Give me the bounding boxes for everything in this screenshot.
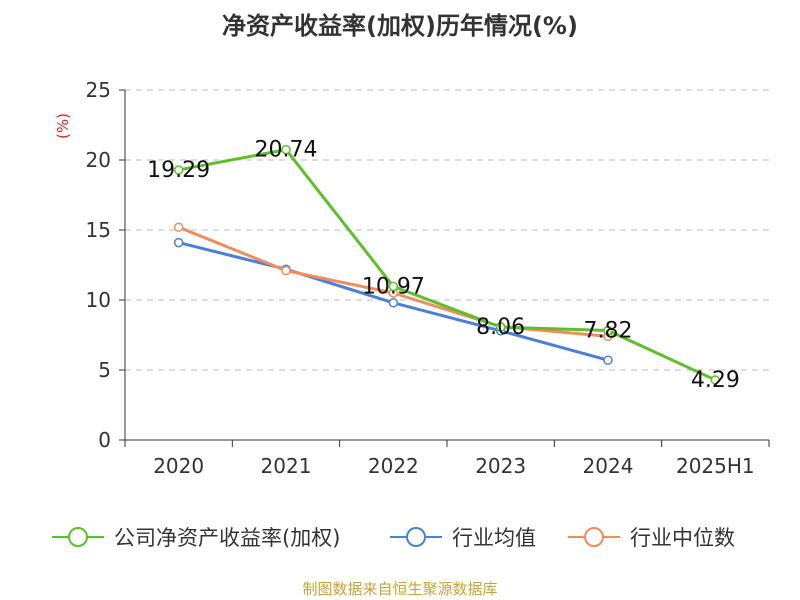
- data-label: 8.06: [476, 315, 525, 340]
- legend-item[interactable]: 公司净资产收益率(加权): [52, 526, 340, 550]
- data-label: 4.29: [691, 368, 740, 393]
- legend-marker: [406, 527, 426, 547]
- legend-marker: [68, 527, 88, 547]
- series-line: [178, 148, 716, 382]
- y-tick-label: 0: [98, 428, 111, 452]
- legend-label: 行业均值: [452, 526, 536, 550]
- x-tick-label: 2021: [261, 454, 312, 478]
- series-group: [173, 144, 721, 385]
- y-tick-label: 5: [98, 358, 111, 382]
- legend-item[interactable]: 行业均值: [390, 526, 536, 550]
- data-point: [173, 165, 184, 175]
- source-note: 制图数据来自恒生聚源数据库: [302, 580, 498, 598]
- data-point: [281, 265, 291, 276]
- data-labels: 19.29 20.74 10.97 8.06 7.82 4.29: [147, 138, 740, 393]
- x-tick-label: 2022: [368, 454, 419, 478]
- axes: 0 5 10 15 20 25 (%) 2020 2021 2022 2023 2024 2025H1: [54, 78, 770, 478]
- data-point: [603, 325, 613, 336]
- data-point: [281, 144, 291, 155]
- y-tick-label: 10: [86, 288, 111, 312]
- x-tick-label: 2024: [583, 454, 634, 478]
- data-label: 7.82: [584, 319, 633, 344]
- data-point: [173, 237, 184, 248]
- y-tick-label: 25: [86, 78, 111, 102]
- chart-title: 净资产收益率(加权)历年情况(%): [222, 12, 578, 40]
- data-point: [710, 375, 721, 385]
- data-point: [173, 222, 184, 232]
- data-point: [495, 322, 506, 332]
- x-tick-label: 2023: [475, 454, 526, 478]
- data-point: [388, 298, 399, 308]
- x-tick-label: 2025H1: [676, 454, 755, 478]
- y-axis-label: (%): [54, 113, 72, 139]
- legend-label: 行业中位数: [630, 526, 735, 550]
- data-label: 19.29: [147, 158, 210, 183]
- y-tick-label: 15: [86, 218, 111, 242]
- data-label: 20.74: [255, 138, 318, 163]
- y-tick-label: 20: [86, 148, 111, 172]
- legend-label: 公司净资产收益率(加权): [114, 526, 340, 550]
- legend[interactable]: 公司净资产收益率(加权) 行业均值 行业中位数: [52, 526, 735, 550]
- legend-item[interactable]: 行业中位数: [568, 526, 735, 550]
- grid-lines: [125, 89, 769, 371]
- data-point: [388, 281, 399, 292]
- x-tick-label: 2020: [153, 454, 204, 478]
- data-point: [603, 355, 613, 365]
- legend-marker: [584, 527, 604, 547]
- data-label: 10.97: [362, 274, 425, 299]
